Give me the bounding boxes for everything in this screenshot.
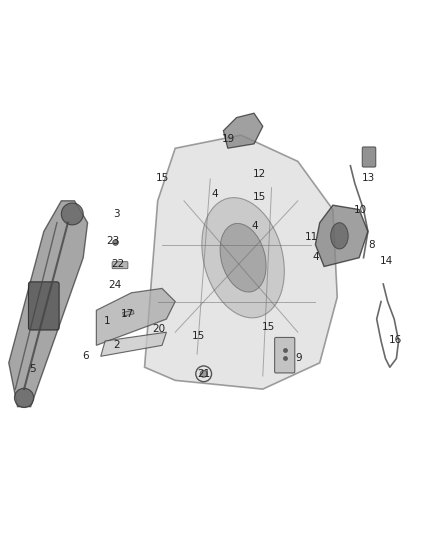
Text: 15: 15 (253, 192, 266, 203)
FancyBboxPatch shape (112, 262, 128, 269)
Text: 9: 9 (295, 353, 302, 364)
Text: 8: 8 (368, 240, 375, 251)
Text: 15: 15 (191, 330, 205, 341)
Text: 10: 10 (353, 205, 367, 215)
Text: 16: 16 (389, 335, 402, 345)
Text: 15: 15 (261, 322, 275, 332)
Text: 4: 4 (211, 189, 218, 199)
Text: 2: 2 (113, 341, 120, 350)
Text: 5: 5 (29, 365, 36, 374)
Polygon shape (101, 332, 166, 356)
Polygon shape (96, 288, 175, 345)
Ellipse shape (331, 223, 348, 249)
Text: 12: 12 (253, 168, 266, 179)
Text: 3: 3 (113, 209, 120, 219)
Polygon shape (145, 135, 337, 389)
Text: 24: 24 (108, 280, 121, 290)
Ellipse shape (220, 223, 266, 292)
Text: 15: 15 (156, 173, 170, 183)
Text: 14: 14 (380, 256, 393, 266)
Circle shape (61, 203, 83, 225)
Polygon shape (223, 113, 263, 148)
Text: 20: 20 (152, 324, 165, 334)
Ellipse shape (202, 198, 284, 318)
FancyBboxPatch shape (28, 282, 59, 330)
FancyBboxPatch shape (362, 147, 376, 167)
Text: 1: 1 (104, 316, 111, 326)
Text: 17: 17 (121, 309, 134, 319)
Circle shape (14, 388, 34, 408)
Text: 23: 23 (106, 236, 120, 246)
FancyBboxPatch shape (275, 337, 295, 373)
Text: 21: 21 (197, 369, 210, 379)
Polygon shape (315, 205, 368, 266)
Polygon shape (9, 201, 88, 407)
Text: 6: 6 (82, 351, 89, 361)
Text: 11: 11 (305, 232, 318, 242)
Text: 4: 4 (251, 221, 258, 231)
Text: 19: 19 (222, 134, 235, 143)
Text: 22: 22 (112, 260, 125, 269)
Circle shape (200, 370, 207, 377)
Text: 4: 4 (313, 252, 320, 262)
Polygon shape (123, 310, 134, 316)
Text: 13: 13 (362, 173, 375, 183)
